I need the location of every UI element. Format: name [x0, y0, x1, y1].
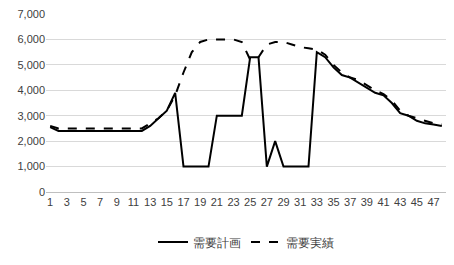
svg-text:1: 1: [47, 196, 53, 208]
svg-text:9: 9: [114, 196, 120, 208]
svg-text:43: 43: [394, 196, 406, 208]
svg-text:19: 19: [194, 196, 206, 208]
svg-text:11: 11: [128, 196, 139, 208]
svg-text:47: 47: [427, 196, 439, 208]
svg-text:需要実績: 需要実績: [286, 236, 334, 250]
svg-text:23: 23: [227, 196, 239, 208]
svg-text:需要計画: 需要計画: [193, 236, 241, 250]
svg-text:6,000: 6,000: [17, 33, 45, 45]
svg-text:25: 25: [244, 196, 256, 208]
svg-text:21: 21: [211, 196, 223, 208]
svg-text:37: 37: [344, 196, 356, 208]
svg-text:3,000: 3,000: [17, 110, 45, 122]
svg-text:15: 15: [161, 196, 173, 208]
svg-text:7: 7: [97, 196, 103, 208]
svg-text:27: 27: [261, 196, 273, 208]
svg-text:2,000: 2,000: [17, 135, 45, 147]
svg-text:45: 45: [411, 196, 423, 208]
svg-text:33: 33: [311, 196, 323, 208]
svg-text:39: 39: [361, 196, 373, 208]
svg-text:31: 31: [294, 196, 306, 208]
svg-text:7,000: 7,000: [17, 8, 45, 20]
svg-text:29: 29: [277, 196, 289, 208]
svg-text:5: 5: [80, 196, 86, 208]
svg-text:5,000: 5,000: [17, 59, 45, 71]
svg-text:35: 35: [327, 196, 339, 208]
svg-text:13: 13: [144, 196, 156, 208]
svg-text:41: 41: [377, 196, 389, 208]
svg-text:3: 3: [64, 196, 70, 208]
svg-text:17: 17: [177, 196, 189, 208]
svg-text:1,000: 1,000: [17, 160, 45, 172]
svg-text:4,000: 4,000: [17, 84, 45, 96]
svg-text:0: 0: [39, 186, 45, 198]
